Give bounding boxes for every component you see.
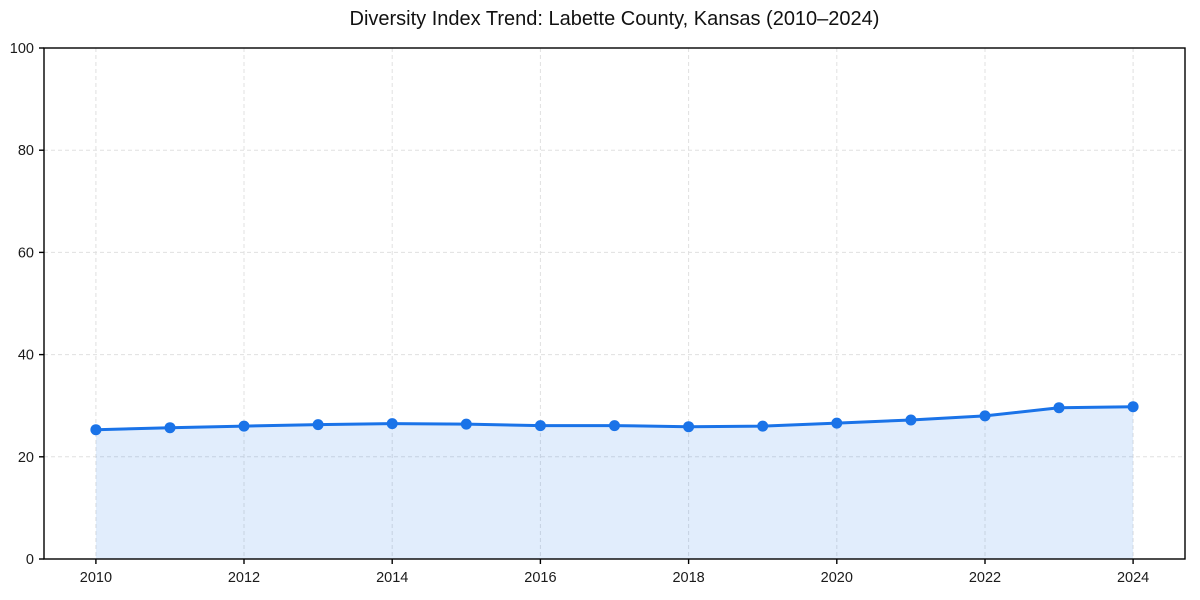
y-tick-label: 80 bbox=[18, 143, 34, 159]
y-tick-label: 40 bbox=[18, 348, 34, 364]
data-point bbox=[683, 421, 695, 433]
y-tick-label: 20 bbox=[18, 450, 34, 466]
y-tick-label: 0 bbox=[26, 552, 34, 568]
x-tick-label: 2018 bbox=[672, 570, 704, 586]
data-point bbox=[905, 414, 917, 426]
plot-border bbox=[43, 47, 1186, 560]
area-fill bbox=[95, 406, 1134, 559]
x-tick-label: 2012 bbox=[228, 570, 260, 586]
data-point bbox=[312, 419, 324, 431]
data-point bbox=[164, 422, 176, 434]
data-point bbox=[979, 410, 991, 422]
data-point bbox=[460, 418, 472, 430]
data-point bbox=[238, 420, 250, 432]
data-point bbox=[90, 424, 102, 436]
x-tick-label: 2016 bbox=[524, 570, 556, 586]
x-tick-label: 2010 bbox=[80, 570, 112, 586]
data-point bbox=[757, 420, 769, 432]
data-point bbox=[1127, 401, 1139, 413]
x-tick-label: 2020 bbox=[821, 570, 853, 586]
chart-title: Diversity Index Trend: Labette County, K… bbox=[349, 8, 880, 30]
x-tick-label: 2014 bbox=[376, 570, 408, 586]
x-tick-label: 2022 bbox=[969, 570, 1001, 586]
y-tick-label: 100 bbox=[10, 41, 34, 57]
data-point bbox=[831, 417, 843, 429]
y-tick-label: 60 bbox=[18, 245, 34, 261]
data-point bbox=[609, 420, 620, 432]
x-tick-label: 2024 bbox=[1117, 570, 1149, 586]
data-point bbox=[534, 420, 546, 432]
data-point bbox=[386, 418, 398, 430]
data-point bbox=[1053, 402, 1065, 414]
